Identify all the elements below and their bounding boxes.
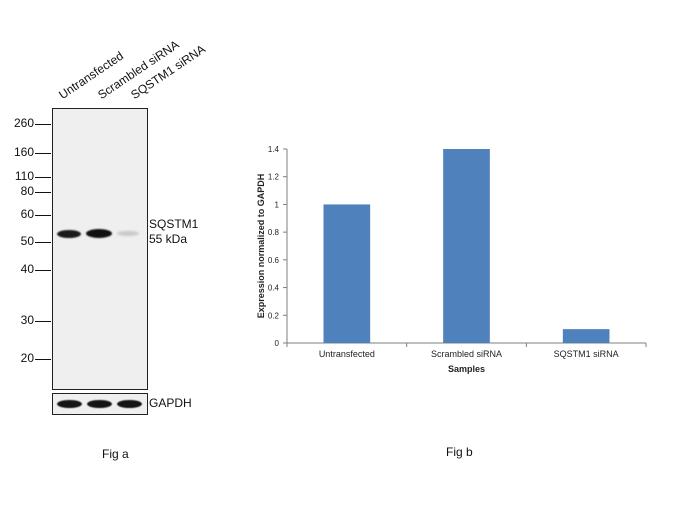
mw-tick-50 [35,242,51,243]
main-blot-membrane [52,108,148,390]
band-sqstm1-sirna [117,231,139,236]
gapdh-band-untransfected [57,400,82,408]
mw-marker-30: 30 [20,313,34,327]
bar-scrambled-sirna [443,149,490,343]
target-protein-label: SQSTM1 [149,217,199,231]
mw-marker-110: 110 [14,169,34,183]
y-tick-label: 0 [275,339,280,348]
y-tick-label: 0.6 [268,256,280,265]
mw-marker-80: 80 [20,184,34,198]
mw-tick-40 [35,270,51,271]
gapdh-label: GAPDH [149,396,192,410]
mw-tick-160 [35,153,51,154]
gapdh-band-sqstm1-sirna [117,400,142,408]
y-tick-label: 1.4 [268,145,280,154]
bar-untransfected [323,204,371,343]
mw-tick-80 [35,192,51,193]
y-tick-label: 0.8 [268,228,280,237]
y-tick-label: 1.2 [268,173,280,182]
target-size-label: 55 kDa [149,232,188,246]
mw-tick-60 [35,215,51,216]
y-tick-label: 0.2 [268,311,280,320]
x-axis-title: Samples [448,364,485,374]
fig-b-caption: Fig b [446,445,473,459]
y-tick-label: 0.4 [268,284,280,293]
y-axis-title: Expression normalized to GAPDH [256,174,266,319]
mw-marker-40: 40 [20,262,34,276]
mw-tick-110 [35,177,51,178]
gapdh-blot-membrane [52,393,148,415]
mw-marker-20: 20 [20,351,34,365]
x-category-label: Scrambled siRNA [431,349,502,359]
band-scrambled-sirna [86,229,112,238]
bar-sqstm1-sirna [562,329,610,343]
mw-marker-160: 160 [13,145,34,159]
mw-marker-260: 260 [13,116,34,130]
gapdh-band-scrambled-sirna [87,400,112,408]
fig-a-caption: Fig a [102,447,129,461]
mw-marker-60: 60 [20,207,34,221]
mw-tick-260 [35,124,51,125]
mw-tick-30 [35,321,51,322]
band-untransfected [57,230,81,238]
x-category-label: SQSTM1 siRNA [554,349,619,359]
y-tick-label: 1 [275,200,280,209]
mw-marker-50: 50 [20,234,34,248]
mw-tick-20 [35,359,51,360]
x-category-label: Untransfected [319,349,375,359]
